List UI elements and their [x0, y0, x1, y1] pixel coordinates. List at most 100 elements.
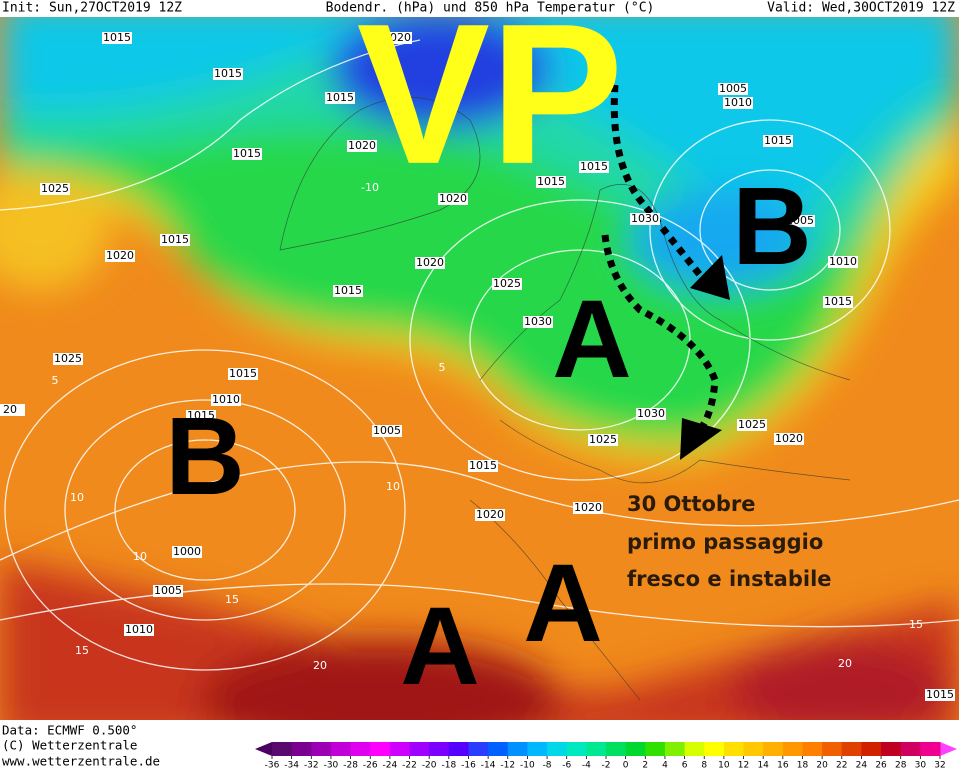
- isobar-label: 1005: [154, 584, 182, 597]
- colorbar-tick-label: 4: [662, 761, 668, 770]
- label-box: [737, 419, 767, 431]
- label-box: [785, 215, 815, 227]
- label-box: [636, 408, 666, 420]
- isobar-label: 1020: [439, 192, 467, 205]
- label-box: [438, 193, 468, 205]
- colorbar-segment: [881, 742, 902, 756]
- isobar-label: 20: [3, 403, 17, 416]
- label-box: [172, 546, 202, 558]
- low-label: B: [165, 395, 244, 518]
- arrow-head: [690, 255, 730, 300]
- arrow-head: [680, 418, 722, 460]
- colorbar-segment: [822, 742, 843, 756]
- data-source: Data: ECMWF 0.500°: [2, 723, 137, 738]
- colorbar-tick-label: 8: [701, 761, 707, 770]
- isobar-label: 1015: [537, 175, 565, 188]
- isobar-label: 1020: [383, 31, 411, 44]
- isobar-label: 1010: [724, 96, 752, 109]
- isobar-label: 1020: [106, 249, 134, 262]
- label-box: [523, 316, 553, 328]
- label-box: [347, 140, 377, 152]
- copyright: (C) Wetterzentrale: [2, 738, 137, 753]
- isobar-label: 1020: [476, 508, 504, 521]
- colorbar-tick-label: 22: [836, 761, 847, 770]
- colorbar-segment: [645, 742, 666, 756]
- isobar-label: 1015: [103, 31, 131, 44]
- label-box: [333, 285, 363, 297]
- isobar-label: 1015: [824, 295, 852, 308]
- colorbar-segment: [900, 742, 921, 756]
- label-box: [40, 183, 70, 195]
- colorbar-tick-label: 26: [875, 761, 887, 770]
- isobar-label: 1015: [764, 134, 792, 147]
- label-box: [925, 689, 955, 701]
- isobar-label: 1030: [631, 212, 659, 225]
- label-box: [415, 257, 445, 269]
- colorbar-tick-label: 20: [816, 761, 828, 770]
- isobar-label: 1005: [373, 424, 401, 437]
- label-box: [0, 404, 25, 416]
- label-box: [828, 256, 858, 268]
- label-box: [53, 353, 83, 365]
- init-time: Init: Sun,27OCT2019 12Z: [2, 1, 182, 16]
- colorbar-tick-label: 30: [915, 761, 927, 770]
- isobar-label: 1010: [829, 255, 857, 268]
- colorbar-tick-label: 0: [623, 761, 629, 770]
- note-line: fresco e instabile: [627, 567, 832, 591]
- isobar-label: 1005: [719, 82, 747, 95]
- high-label: A: [523, 542, 602, 665]
- colorbar-tick-label: 2: [642, 761, 648, 770]
- colorbar-segment: [723, 742, 745, 756]
- colorbar-segment: [330, 742, 352, 756]
- colorbar-tick-label: -34: [284, 761, 299, 770]
- colorbar-segment: [920, 742, 941, 756]
- colorbar-end: [940, 742, 957, 756]
- colorbar-tick-label: -12: [500, 761, 515, 770]
- colorbar-tick-label: 14: [757, 761, 769, 770]
- label-box: [102, 32, 132, 44]
- label-box: [124, 624, 154, 636]
- colorbar-tick-label: 6: [682, 761, 688, 770]
- temperature-label: 5: [52, 374, 59, 387]
- isobar-label: 1015: [580, 160, 608, 173]
- isobar-label: 1015: [161, 233, 189, 246]
- colorbar-tick-label: -22: [402, 761, 417, 770]
- colorbar-segment: [311, 742, 332, 756]
- label-box: [105, 250, 135, 262]
- colorbar-segment: [488, 742, 509, 756]
- isobar-label: 1000: [173, 545, 201, 558]
- note-line: 30 Ottobre: [627, 492, 756, 516]
- colorbar-segment: [704, 742, 725, 756]
- isobar-label: 1015: [334, 284, 362, 297]
- colorbar-tick-label: -28: [343, 761, 358, 770]
- note-line: primo passaggio: [627, 530, 823, 554]
- isobar-label: 1015: [233, 147, 261, 160]
- colorbar-segment: [468, 742, 489, 756]
- colorbar-tick-label: -6: [562, 761, 571, 770]
- colorbar-tick-label: -14: [481, 761, 496, 770]
- isobar-label: 1015: [187, 409, 215, 422]
- temperature-label: 5: [439, 361, 446, 374]
- colorbar-segment: [527, 742, 548, 756]
- isobar-label: 1020: [574, 501, 602, 514]
- isobar-label: 1020: [348, 139, 376, 152]
- temperature-label: 15: [225, 593, 239, 606]
- colorbar-segment: [763, 742, 784, 756]
- colorbar-tick-label: 12: [738, 761, 749, 770]
- high-label: A: [400, 585, 479, 708]
- colorbar-tick-label: 16: [777, 761, 789, 770]
- colorbar-segment: [802, 742, 823, 756]
- isobar-label: 1015: [469, 459, 497, 472]
- isobar-label: 1005: [786, 214, 814, 227]
- label-box: [573, 502, 603, 514]
- label-box: [630, 213, 660, 225]
- colorbar-segment: [448, 742, 469, 756]
- colorbar-tick-label: -18: [441, 761, 456, 770]
- colorbar-tick-label: -4: [582, 761, 591, 770]
- colorbar-tick-label: -10: [520, 761, 535, 770]
- isobar-label: 1025: [54, 352, 82, 365]
- colorbar-tick-label: -8: [543, 761, 552, 770]
- label-box: [823, 296, 853, 308]
